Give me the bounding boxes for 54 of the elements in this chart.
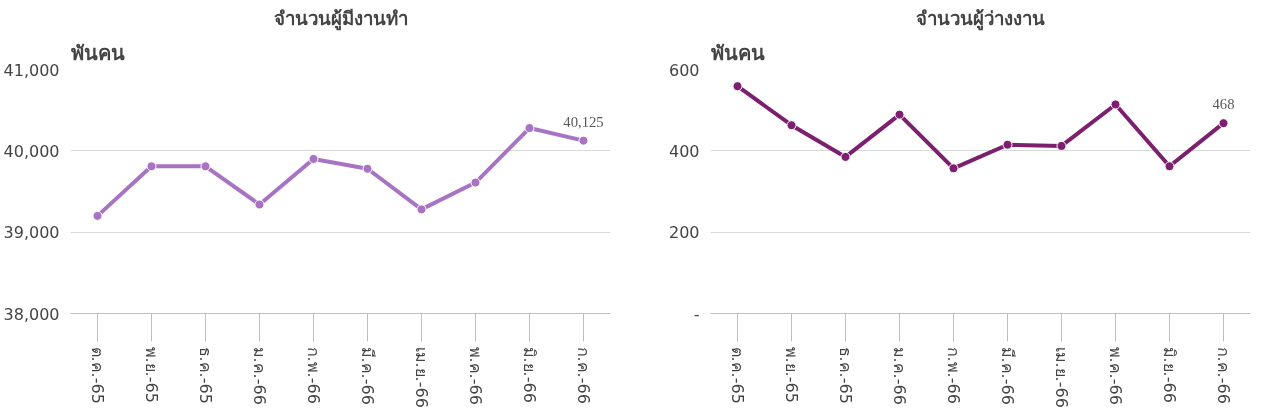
y-tick-label: 400 bbox=[668, 141, 700, 161]
point bbox=[840, 151, 851, 162]
x-tick-label: เม.ย.-66 bbox=[412, 346, 431, 408]
point bbox=[786, 120, 797, 131]
point bbox=[1164, 161, 1175, 172]
chart-title: จำนวนผู้มีงานทำ bbox=[273, 7, 408, 31]
y-tick-label: - bbox=[693, 304, 700, 324]
y-tick-label: 39,000 bbox=[3, 223, 60, 243]
y-tick-label: 200 bbox=[668, 223, 700, 243]
x-tick-label: ก.ค.-66 bbox=[574, 346, 593, 404]
x-tick-label: มิ.ย.-66 bbox=[520, 346, 539, 403]
x-tick-label: พ.ย.-65 bbox=[142, 346, 161, 403]
point bbox=[200, 161, 211, 172]
x-tick-label: ม.ค.-66 bbox=[890, 346, 909, 405]
point bbox=[732, 81, 743, 92]
point bbox=[146, 161, 157, 172]
point bbox=[1056, 140, 1067, 151]
point bbox=[470, 177, 481, 188]
point bbox=[254, 199, 265, 210]
y-axis-title: พันคน bbox=[710, 40, 765, 65]
point bbox=[92, 210, 103, 221]
x-tick-label: มี.ค.-66 bbox=[998, 346, 1017, 405]
point bbox=[1218, 118, 1229, 129]
y-tick-label: 600 bbox=[668, 60, 700, 80]
x-tick-label: ก.ค.-66 bbox=[1214, 346, 1233, 404]
point bbox=[1110, 99, 1121, 110]
x-tick-label: ก.พ.-66 bbox=[944, 346, 963, 404]
point bbox=[308, 153, 319, 164]
x-tick-label: พ.ค.-66 bbox=[466, 346, 485, 405]
x-tick-label: มี.ค.-66 bbox=[358, 346, 377, 405]
y-tick-label: 41,000 bbox=[3, 60, 60, 80]
x-tick-label: เม.ย.-66 bbox=[1052, 346, 1071, 408]
x-tick-label: พ.ค.-66 bbox=[1106, 346, 1125, 405]
point bbox=[416, 204, 427, 215]
point bbox=[524, 123, 535, 134]
x-tick-label: ต.ค.-65 bbox=[88, 346, 107, 404]
data-label: 468 bbox=[1212, 96, 1235, 113]
point bbox=[362, 163, 373, 174]
x-tick-label: ธ.ค.-65 bbox=[196, 346, 215, 404]
x-tick-label: ต.ค.-65 bbox=[728, 346, 747, 404]
chart-title: จำนวนผู้ว่างงาน bbox=[916, 7, 1045, 31]
x-tick-label: ธ.ค.-65 bbox=[836, 346, 855, 404]
data-label: 40,125 bbox=[563, 113, 604, 130]
x-tick-label: พ.ย.-65 bbox=[782, 346, 801, 403]
point bbox=[894, 109, 905, 120]
x-tick-label: ม.ค.-66 bbox=[250, 346, 269, 405]
y-tick-label: 38,000 bbox=[3, 304, 60, 324]
x-tick-label: ก.พ.-66 bbox=[304, 346, 323, 404]
point bbox=[578, 135, 589, 146]
point bbox=[948, 163, 959, 174]
point bbox=[1002, 139, 1013, 150]
y-tick-label: 40,000 bbox=[3, 141, 60, 161]
y-axis-title: พันคน bbox=[70, 40, 125, 65]
x-tick-label: มิ.ย.-66 bbox=[1160, 346, 1179, 403]
